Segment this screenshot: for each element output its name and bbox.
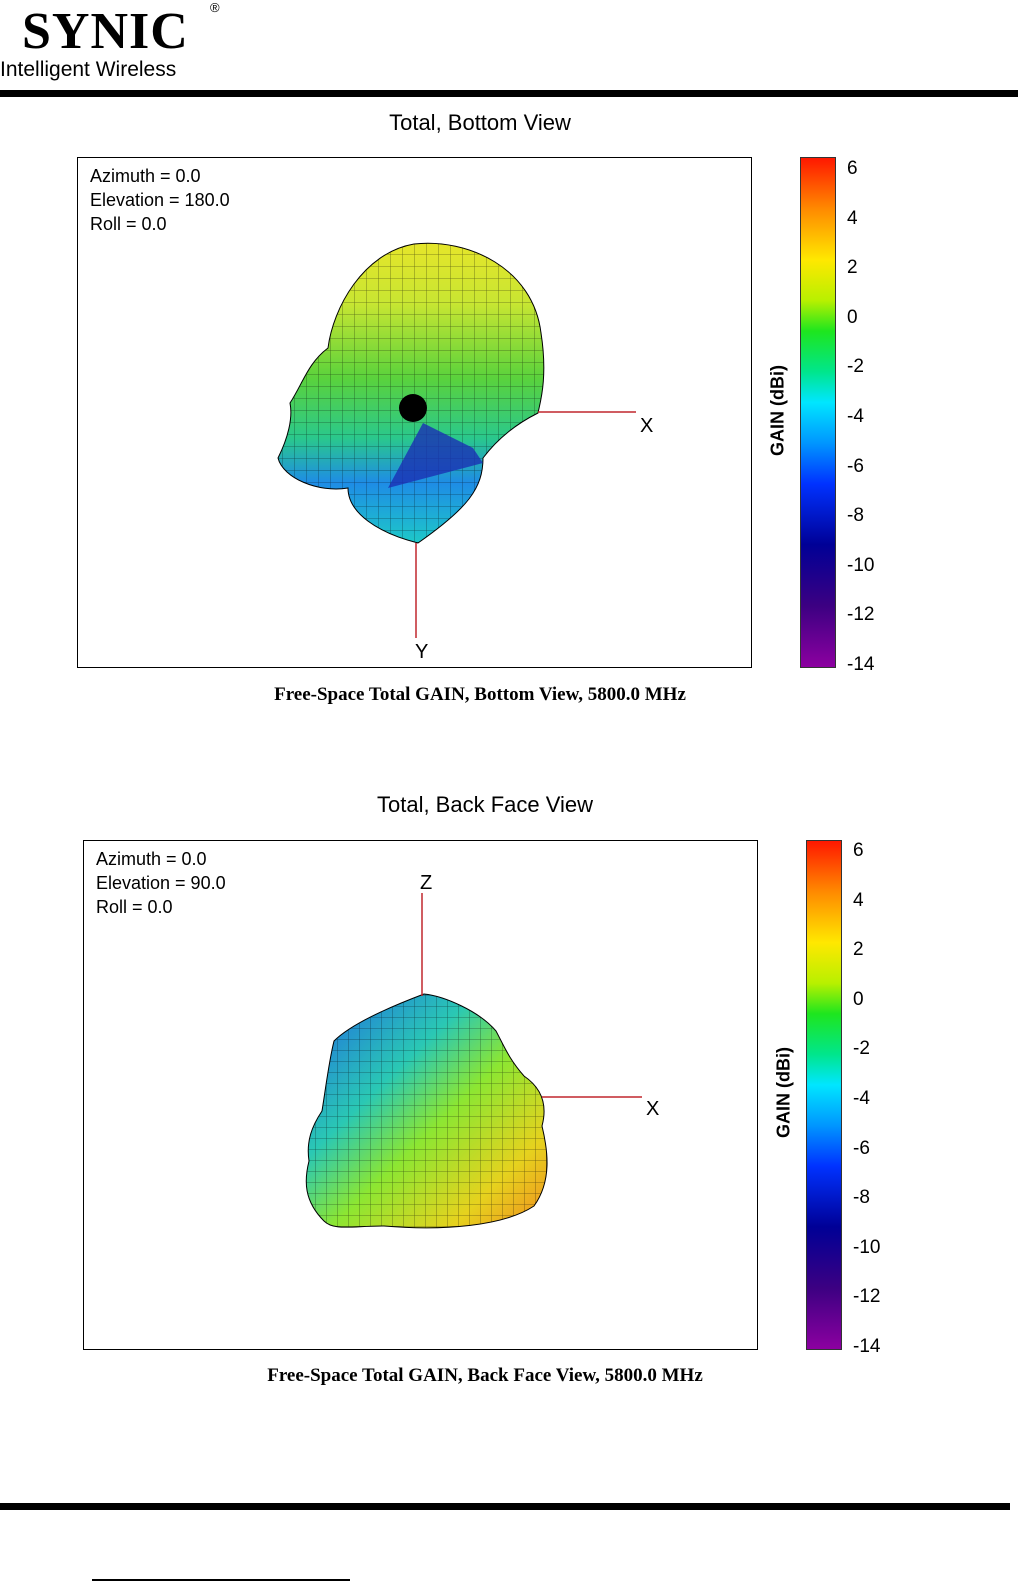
colorbar-tick-label: -10 — [853, 1236, 881, 1258]
colorbar-tick-label: -8 — [847, 505, 864, 527]
panel-1-title: Total, Bottom View — [389, 110, 571, 135]
panel-1-azimuth: Azimuth = 0.0 — [90, 166, 201, 186]
panel-2-view-info: Azimuth = 0.0 Elevation = 90.0 Roll = 0.… — [96, 847, 226, 919]
colorbar-tick-label: -14 — [853, 1336, 881, 1357]
panel-1-view-info: Azimuth = 0.0 Elevation = 180.0 Roll = 0… — [90, 164, 230, 236]
colorbar-tick-label: -12 — [853, 1286, 881, 1308]
panel-2-axis-x-label: X — [646, 1098, 659, 1120]
panel-1-colorbar-label: GAIN (dBi) — [767, 365, 788, 456]
panel-2-roll: Roll = 0.0 — [96, 897, 173, 917]
panel-1-roll: Roll = 0.0 — [90, 214, 167, 234]
colorbar-tick-label: -6 — [853, 1137, 870, 1159]
colorbar-tick-label: 6 — [847, 158, 858, 179]
footer-divider — [0, 1503, 1010, 1510]
panel-1-axis-y-label: Y — [415, 641, 428, 663]
panel-1-axis-x-label: X — [640, 415, 653, 437]
panel-2-colorbar-label: GAIN (dBi) — [773, 1047, 794, 1138]
panel-1-elevation: Elevation = 180.0 — [90, 190, 230, 210]
colorbar-tick-label: -2 — [847, 356, 864, 378]
colorbar-tick-label: 0 — [853, 988, 864, 1010]
panel-2-elevation: Elevation = 90.0 — [96, 873, 226, 893]
panel-2-title: Total, Back Face View — [376, 792, 594, 817]
registered-mark: ® — [210, 0, 220, 15]
colorbar-tick-label: -10 — [847, 554, 875, 576]
panel-1-colorbar — [800, 157, 836, 668]
panel-2-colorbar — [806, 840, 842, 1350]
panel-1-caption: Free-Space Total GAIN, Bottom View, 5800… — [274, 684, 686, 705]
panel-2-plot: Z X Azimuth = 0.0 Elevation = 90.0 Roll … — [83, 840, 758, 1350]
colorbar-tick-label: 4 — [853, 889, 864, 911]
footnote-separator — [92, 1579, 350, 1581]
panel-1-plot: X Y Azimuth = 0.0 Elevation = 180.0 Roll… — [77, 157, 752, 668]
colorbar-tick-label: -8 — [853, 1187, 870, 1209]
company-logo: SYNIC ® Intelligent Wireless — [0, 0, 240, 86]
header-divider — [0, 90, 1018, 97]
logo-brand: SYNIC — [22, 3, 189, 60]
colorbar-tick-label: 4 — [847, 207, 858, 229]
colorbar-tick-label: -12 — [847, 604, 875, 626]
panel-2-caption: Free-Space Total GAIN, Back Face View, 5… — [267, 1365, 703, 1386]
panel-2-pattern-graphic: Z X — [305, 872, 659, 1229]
colorbar-tick-label: -14 — [847, 654, 875, 675]
colorbar-tick-label: -2 — [853, 1038, 870, 1060]
panel-1-pattern-graphic: X Y — [277, 242, 653, 663]
colorbar-tick-label: -4 — [847, 406, 864, 427]
colorbar-tick-label: 2 — [853, 939, 864, 961]
colorbar-tick-label: -6 — [847, 455, 864, 477]
colorbar-tick-label: -4 — [853, 1088, 870, 1109]
colorbar-tick-label: 0 — [847, 306, 858, 328]
colorbar-tick-label: 6 — [853, 840, 864, 861]
panel-2-axis-z-label: Z — [420, 872, 432, 894]
logo-tagline: Intelligent Wireless — [0, 58, 177, 81]
panel-2-azimuth: Azimuth = 0.0 — [96, 849, 207, 869]
colorbar-tick-label: 2 — [847, 257, 858, 279]
